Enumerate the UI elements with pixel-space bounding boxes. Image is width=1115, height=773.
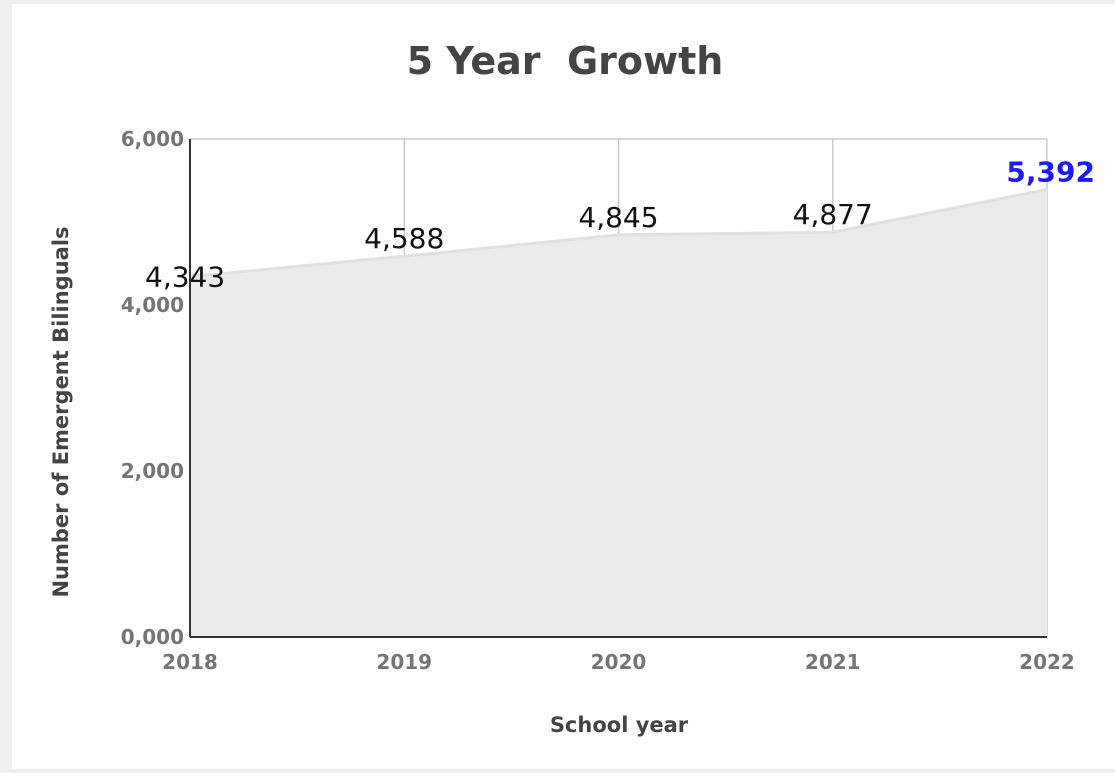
area-fill [190, 189, 1047, 638]
y-tick-label: 0,000 [121, 625, 184, 649]
axes: 0,000 2,000 4,000 6,000 2018 2019 2020 2021 2022 [121, 127, 1075, 674]
y-tick-label: 6,000 [121, 127, 184, 151]
data-label: 4,343 [145, 261, 225, 294]
data-label: 4,845 [578, 201, 658, 234]
x-tick-label: 2022 [1019, 650, 1075, 674]
x-tick-label: 2020 [591, 650, 647, 674]
chart-card: 5 Year Growth 0,000 2,000 4,000 6,000 2018 20… [12, 4, 1115, 769]
chart-title: 5 Year Growth [407, 39, 724, 83]
data-label: 4,588 [364, 222, 444, 255]
area-series [189, 187, 1048, 638]
y-axis-title: Number of Emergent Bilinguals [49, 226, 73, 597]
data-label: 4,877 [793, 198, 873, 231]
y-tick-label: 2,000 [121, 459, 184, 483]
x-axis-title: School year [550, 713, 689, 737]
series-line [189, 187, 1048, 279]
data-labels: 4,343 4,588 4,845 4,877 5,392 [145, 155, 1095, 293]
x-tick-label: 2021 [805, 650, 861, 674]
x-tick-label: 2019 [376, 650, 432, 674]
area-chart: 5 Year Growth 0,000 2,000 4,000 6,000 2018 20… [49, 39, 1095, 737]
y-tick-label: 4,000 [121, 293, 184, 317]
data-label: 5,392 [1006, 155, 1095, 188]
x-tick-label: 2018 [162, 650, 218, 674]
